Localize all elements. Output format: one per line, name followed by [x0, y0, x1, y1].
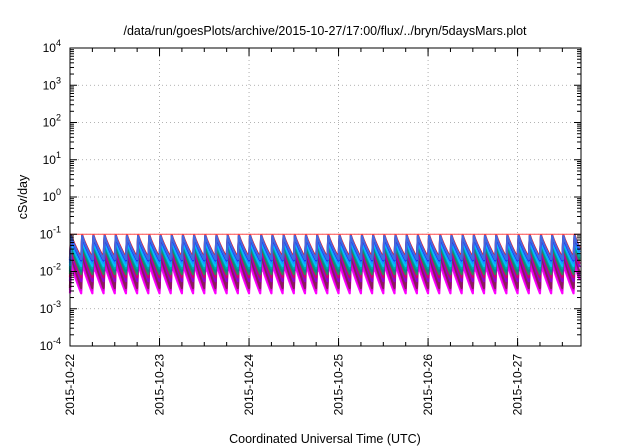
y-tick-label: 10-1	[40, 224, 61, 241]
y-axis-label: cSv/day	[16, 174, 30, 219]
x-axis: 2015-10-22 2015-10-23 2015-10-24 2015-10-25…	[63, 48, 563, 416]
x-tick-label: 2015-10-24	[242, 354, 256, 416]
y-axis: 10-4 10-3 10-2 10-1 100 101 102 103 104	[40, 38, 581, 353]
x-tick-label: 2015-10-22	[63, 354, 77, 416]
series-layer	[68, 233, 581, 295]
y-tick-label: 101	[43, 150, 61, 167]
series-line-3	[68, 252, 581, 290]
x-tick-label: 2015-10-25	[332, 354, 346, 416]
series-line-0	[68, 261, 581, 295]
x-tick-label: 2015-10-23	[153, 354, 167, 416]
series-line-13	[68, 234, 581, 261]
y-tick-label: 10-4	[40, 336, 61, 353]
x-axis-label: Coordinated Universal Time (UTC)	[229, 432, 421, 446]
y-tick-label: 100	[43, 187, 61, 204]
chart-title: /data/run/goesPlots/archive/2015-10-27/1…	[123, 24, 527, 38]
y-tick-label: 104	[43, 38, 61, 55]
y-tick-label: 10-3	[40, 299, 61, 316]
x-tick-label: 2015-10-26	[421, 354, 435, 416]
y-tick-label: 102	[43, 113, 61, 130]
series-line-4	[68, 248, 581, 283]
y-tick-label: 103	[43, 75, 61, 92]
grid	[70, 48, 581, 346]
y-tick-label: 10-2	[40, 262, 61, 279]
x-tick-label: 2015-10-27	[511, 354, 525, 416]
